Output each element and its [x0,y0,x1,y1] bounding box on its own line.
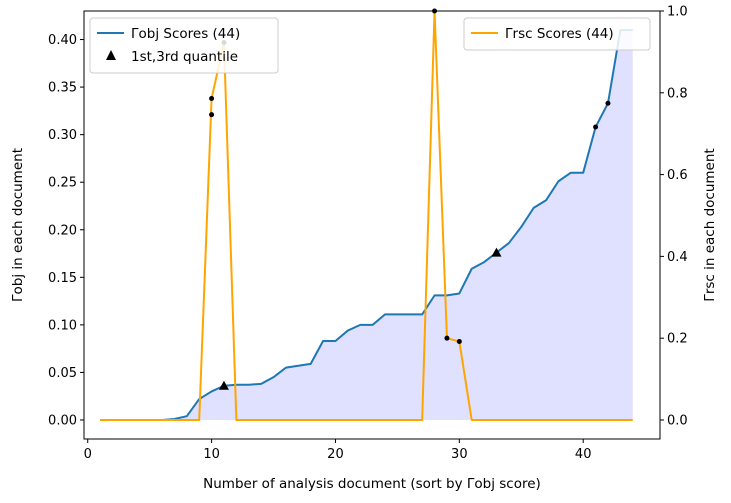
y-left-tick-label: 0.20 [48,223,77,238]
legend-right-box [463,17,651,51]
y-left-tick-label: 0.25 [48,176,77,191]
y-axis-right-title: Γrsc in each document [702,148,718,301]
plot-area [100,8,633,421]
obj-dot-marker [605,100,611,106]
y-right-tick-label: 0.6 [667,168,688,183]
rsc-dot-marker [456,338,462,344]
legend-left: Γobj Scores (44) 1st,3rd quantile [89,17,279,74]
legend-obj-label: Γobj Scores (44) [131,26,240,42]
y-axis-left-title: Γobj in each document [10,148,26,302]
axes-ticks: 0 10 20 30 40 0.00 0.05 0.10 0.15 0.20 0.25 0.30 0.3… [48,5,688,463]
x-tick-label: 40 [575,447,592,462]
rsc-dot-marker [444,335,450,341]
x-tick-label: 0 [84,447,92,462]
x-axis-title: Number of analysis document (sort by Γob… [203,476,541,492]
y-left-tick-label: 0.30 [48,128,77,143]
legend-right: Γrsc Scores (44) [463,17,651,51]
legend-quantile-label: 1st,3rd quantile [131,49,238,65]
y-right-tick-label: 0.4 [667,250,688,265]
plot-frame [83,10,661,440]
y-right-tick-label: 0.0 [667,413,688,428]
y-left-tick-label: 0.05 [48,366,77,381]
legend-left-box [89,17,279,74]
y-left-tick-label: 0.40 [48,33,77,48]
y-left-tick-label: 0.35 [48,81,77,96]
y-left-tick-label: 0.15 [48,271,77,286]
obj-dot-marker [209,112,215,118]
obj-area-fill [100,30,633,420]
obj-dot-marker [593,124,599,130]
y-left-tick-label: 0.00 [48,413,77,428]
x-tick-label: 10 [203,447,220,462]
y-right-tick-label: 0.8 [667,86,688,101]
obj-series-line [100,29,633,421]
legend-quantile-marker [106,50,116,60]
y-right-tick-label: 0.2 [667,332,688,347]
rsc-dot-marker [209,96,215,102]
y-right-tick-label: 1.0 [667,5,688,20]
legend-rsc-label: Γrsc Scores (44) [505,26,614,42]
quantile-marker [218,380,229,390]
quantile-marker [491,247,502,257]
x-tick-label: 30 [451,447,468,462]
y-left-tick-label: 0.10 [48,318,77,333]
x-tick-label: 20 [327,447,344,462]
rsc-series-line [100,10,633,421]
